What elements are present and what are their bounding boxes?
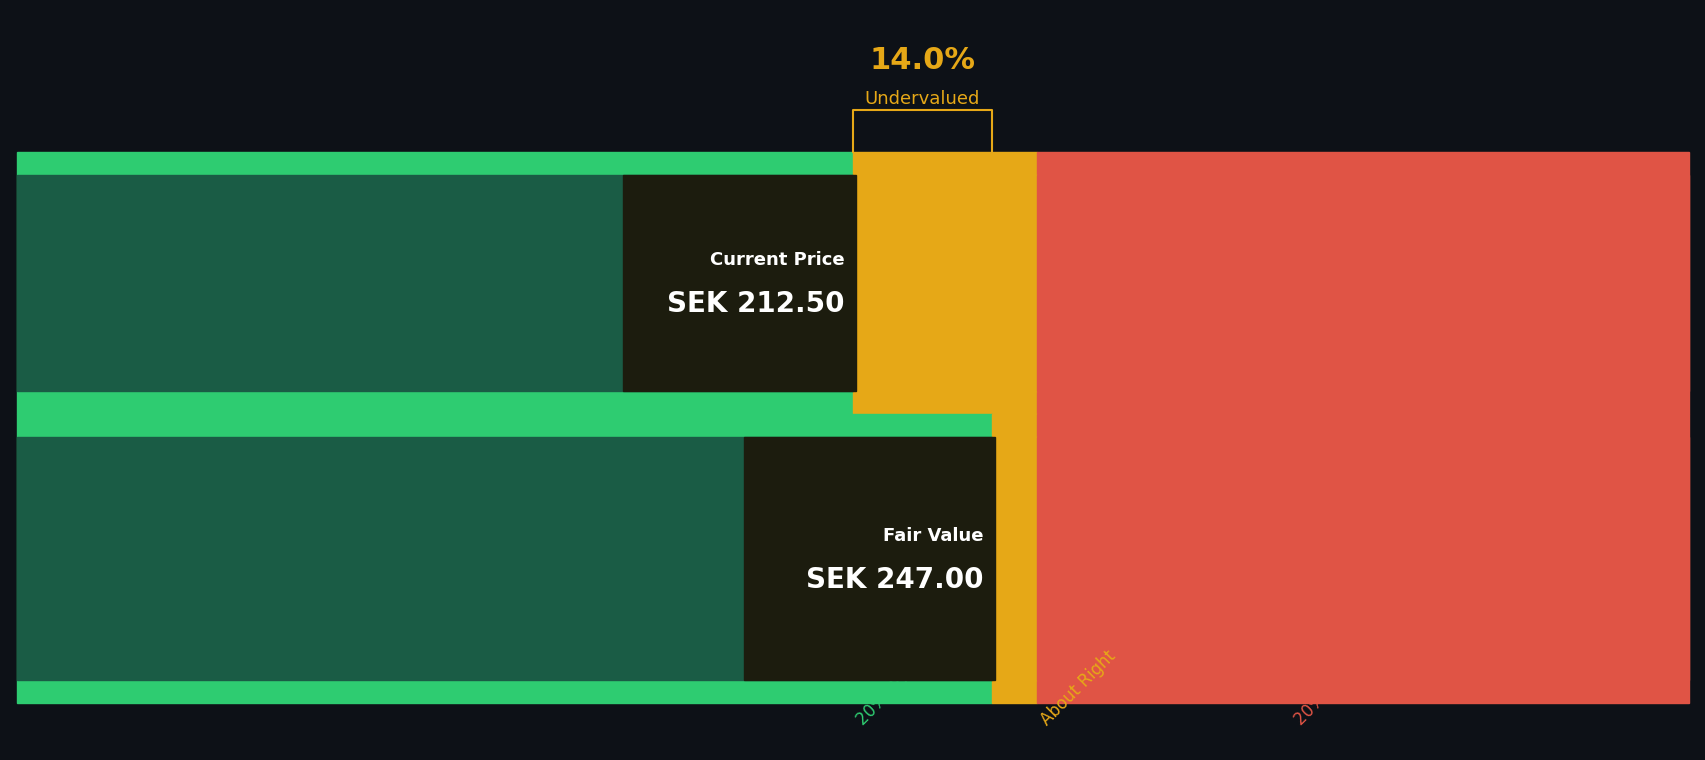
Bar <box>1037 414 1688 703</box>
Bar <box>1037 437 1688 680</box>
Text: SEK 212.50: SEK 212.50 <box>667 290 844 318</box>
Bar <box>17 437 991 680</box>
Text: SEK 247.00: SEK 247.00 <box>805 566 982 594</box>
Bar <box>1037 175 1688 391</box>
Bar <box>622 175 856 391</box>
Text: 20% Undervalued: 20% Undervalued <box>852 611 970 729</box>
Bar <box>991 437 1037 680</box>
Text: Fair Value: Fair Value <box>881 527 982 545</box>
Bar <box>852 175 1037 391</box>
Text: 20% Overvalued: 20% Overvalued <box>1291 619 1400 729</box>
Text: About Right: About Right <box>1037 647 1118 729</box>
Text: 14.0%: 14.0% <box>870 46 975 75</box>
Bar <box>17 175 852 391</box>
Bar <box>17 414 991 703</box>
Bar <box>991 414 1037 703</box>
Bar <box>17 152 852 414</box>
Bar <box>852 152 1037 414</box>
Bar <box>743 437 994 680</box>
Text: Current Price: Current Price <box>709 252 844 269</box>
Text: Undervalued: Undervalued <box>864 90 979 108</box>
Bar <box>1037 152 1688 414</box>
